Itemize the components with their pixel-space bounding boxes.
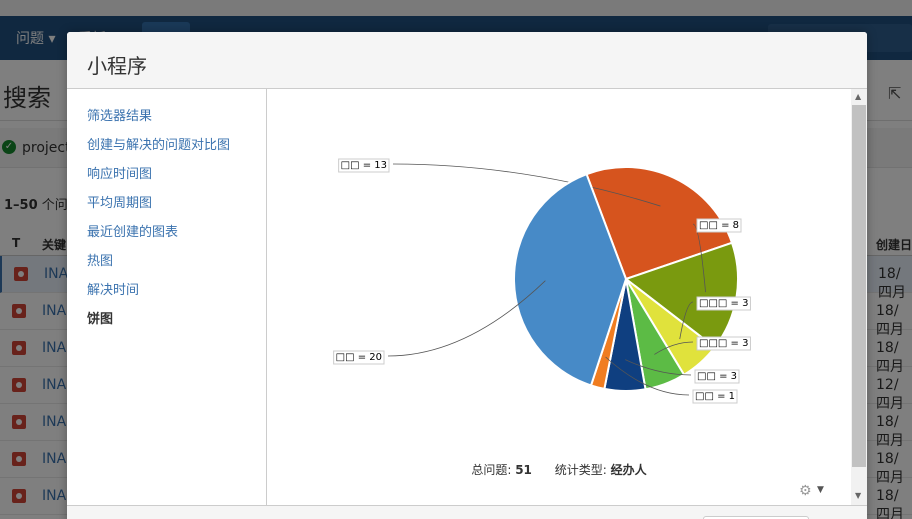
label-leader-line <box>625 359 692 376</box>
slice-label: □□□ = 3 <box>699 298 748 309</box>
scrollbar[interactable]: ▲ ▼ <box>851 89 867 505</box>
label-leader-line <box>654 341 694 355</box>
menu-item[interactable]: 最近创建的图表 <box>87 225 179 240</box>
total-value: 51 <box>515 463 532 477</box>
slice-label: □□ = 1 <box>695 391 735 402</box>
scroll-up-icon[interactable]: ▲ <box>855 92 862 101</box>
total-label: 总问题: <box>471 463 512 477</box>
slice-label: □□ = 20 <box>336 352 382 363</box>
menu-item[interactable]: 创建与解决的问题对比图 <box>87 138 231 153</box>
gadget-dialog: 小程序 筛选器结果创建与解决的问题对比图 响应时间图平均周期图最近创建的图表 热图解… <box>67 32 867 519</box>
label-leader-line <box>605 356 690 396</box>
menu-item[interactable]: 平均周期图 <box>87 196 153 211</box>
label-leader-line <box>692 223 706 293</box>
slice-label: □□ = 13 <box>341 160 387 171</box>
slice-label: □□□ = 3 <box>699 338 748 349</box>
slice-label: □□ = 3 <box>697 371 737 382</box>
gadget-content: □□ = 13 □□ = 8 □□□ = 3 □□□ = 3 □□ = 3 □□ = 1 □… <box>267 89 867 505</box>
label-box <box>694 369 740 384</box>
label-leader-line <box>679 301 694 340</box>
menu-item[interactable]: 热图 <box>87 254 114 269</box>
label-box <box>696 296 751 311</box>
label-leader-line <box>392 163 661 207</box>
menu-item[interactable]: 解决时间 <box>87 283 140 298</box>
dialog-header: 小程序 <box>67 32 867 89</box>
label-box <box>338 158 390 173</box>
gear-icon[interactable]: ⚙ <box>799 483 812 499</box>
dialog-footer <box>67 505 867 519</box>
scroll-thumb[interactable] <box>852 105 866 467</box>
footer-button[interactable] <box>703 516 809 519</box>
label-box <box>696 218 742 233</box>
label-box <box>692 389 738 404</box>
scroll-down-icon[interactable]: ▼ <box>855 491 862 500</box>
label-box <box>333 350 385 365</box>
pie-slice[interactable] <box>513 172 628 387</box>
pie-chart: □□ = 13 □□ = 8 □□□ = 3 □□□ = 3 □□ = 3 □□ = 1 □… <box>333 158 751 404</box>
chart-summary: 总问题: 51 统计类型: 经办人 <box>267 461 851 478</box>
menu-item[interactable]: 饼图 <box>87 312 114 327</box>
chevron-down-icon[interactable]: ▼ <box>817 485 824 495</box>
label-leader-line <box>387 280 546 357</box>
menu-item[interactable]: 筛选器结果 <box>87 109 153 124</box>
menu-item[interactable]: 响应时间图 <box>87 167 153 182</box>
label-box <box>696 336 751 351</box>
stat-type-label: 统计类型: <box>554 463 607 477</box>
dialog-title: 小程序 <box>87 54 147 78</box>
slice-label: □□ = 8 <box>699 220 739 231</box>
stat-type-value: 经办人 <box>610 463 647 477</box>
gadget-menu: 筛选器结果创建与解决的问题对比图 响应时间图平均周期图最近创建的图表 热图解决时间饼… <box>67 89 267 505</box>
